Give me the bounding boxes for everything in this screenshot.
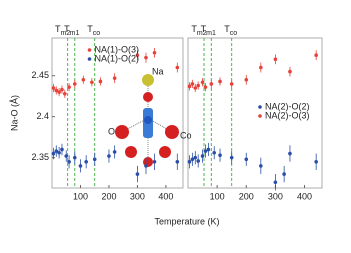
point — [64, 154, 69, 158]
x-tick-label: 200 — [101, 191, 116, 201]
point — [67, 159, 71, 164]
x-tick-label: 200 — [239, 191, 254, 201]
legend-label: NA(2)-O(2) — [265, 101, 310, 111]
x-tick-label: 300 — [268, 191, 283, 201]
point — [229, 82, 234, 86]
x-tick-label: 100 — [210, 191, 225, 201]
inset-label: O — [108, 126, 115, 136]
y-axis-label: Na-O (Å) — [9, 95, 19, 131]
point — [288, 151, 292, 156]
point — [187, 84, 192, 89]
point — [51, 86, 56, 90]
point — [72, 155, 77, 160]
legend-marker — [258, 114, 262, 118]
point — [218, 153, 222, 158]
point — [273, 57, 278, 62]
point — [259, 65, 263, 70]
point — [144, 55, 148, 60]
inset-structure — [115, 74, 179, 167]
point — [135, 172, 140, 176]
point — [175, 159, 180, 164]
x-tick-label: 100 — [73, 191, 88, 201]
point — [152, 159, 157, 164]
transition-label: Tm1 — [64, 24, 79, 36]
point — [244, 157, 249, 162]
point — [54, 149, 59, 153]
point — [57, 90, 61, 94]
point — [193, 86, 198, 90]
point — [72, 82, 77, 86]
point — [273, 180, 278, 185]
point — [92, 157, 97, 162]
x-axis-label: Temperature (K) — [154, 216, 219, 226]
point — [196, 159, 200, 163]
transition-label: Tco — [224, 24, 237, 36]
point — [54, 88, 59, 93]
point — [107, 154, 111, 158]
y-tick-label: 2.45 — [31, 70, 49, 80]
transition-label: Tm2 — [191, 24, 206, 36]
legend-label: NA(1)-O(3) — [95, 44, 140, 54]
point — [60, 87, 64, 92]
point — [112, 76, 117, 80]
point — [175, 65, 180, 70]
point — [209, 82, 214, 86]
point — [51, 151, 56, 156]
point — [112, 150, 117, 154]
inset-label: Co — [180, 130, 192, 140]
point — [193, 155, 198, 160]
point — [60, 147, 64, 152]
inset-label: Na — [152, 66, 164, 76]
point — [135, 53, 140, 58]
transition-label: Tco — [87, 24, 100, 36]
y-tick-label: 2.4 — [36, 111, 49, 121]
transition-label: Tm2 — [55, 24, 70, 36]
point — [259, 164, 263, 168]
legend-marker — [87, 57, 92, 61]
point — [212, 150, 217, 155]
point — [98, 79, 103, 84]
point — [57, 150, 61, 155]
x-tick-label: 400 — [158, 191, 173, 201]
point — [152, 50, 157, 55]
point — [218, 79, 222, 84]
legend-marker — [258, 105, 262, 109]
point — [78, 164, 83, 168]
x-tick-label: 400 — [297, 191, 312, 201]
point — [206, 147, 211, 152]
point — [314, 159, 318, 164]
point — [244, 78, 249, 82]
point — [90, 80, 94, 85]
point — [200, 154, 205, 158]
point — [229, 155, 234, 160]
plot-frame — [51, 37, 184, 189]
point — [84, 159, 88, 164]
point — [200, 80, 205, 85]
point — [196, 83, 200, 88]
point — [203, 85, 208, 89]
point — [67, 85, 71, 89]
y-tick-label: 2.35 — [31, 152, 49, 162]
point — [190, 82, 195, 86]
point — [81, 78, 86, 82]
transition-label: Tm1 — [201, 24, 216, 36]
point — [282, 172, 286, 176]
point — [203, 149, 208, 153]
point — [190, 157, 195, 162]
legend-marker — [87, 48, 92, 52]
legend-label: NA(1)-O(2) — [95, 53, 140, 63]
point — [144, 164, 148, 168]
legend-label: NA(2)-O(3) — [265, 110, 310, 120]
point — [314, 53, 318, 58]
plot-frame — [187, 37, 323, 189]
point — [63, 91, 67, 96]
point — [288, 69, 292, 74]
x-tick-label: 300 — [130, 191, 145, 201]
point — [187, 159, 192, 164]
